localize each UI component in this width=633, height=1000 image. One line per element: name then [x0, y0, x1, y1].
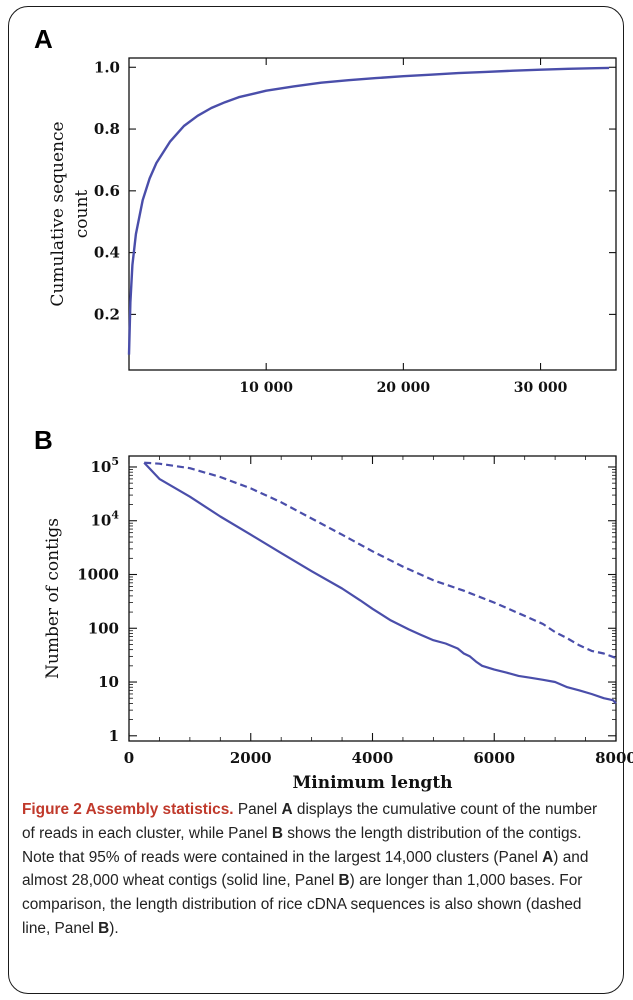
y-tick-label: 0.4	[94, 244, 120, 262]
y-axis-label: Number of contigs	[43, 518, 63, 679]
caption-text: Panel	[233, 801, 282, 818]
panel-b-label: B	[34, 425, 53, 455]
y-tick-label: 0.6	[94, 182, 120, 200]
x-tick-label: 20 000	[377, 380, 431, 396]
caption-body: Panel A displays the cumulative count of…	[22, 801, 597, 937]
caption-panel-ref: A	[281, 801, 293, 818]
y-axis-label: Cumulative sequence count	[48, 121, 92, 306]
y-tick-label: 0.8	[94, 120, 120, 138]
x-tick-label: 6000	[473, 749, 515, 767]
plot-frame	[128, 57, 617, 371]
caption-panel-ref: B	[271, 824, 283, 842]
y-tick-label-base: 100	[88, 619, 119, 637]
caption-text: shows the length distribution of the con…	[22, 824, 582, 866]
y-tick-label: 1000	[77, 566, 119, 584]
y-tick-label-exponent: 5	[111, 455, 119, 468]
series-line-dashed	[144, 461, 617, 660]
series-line-cumulative	[127, 66, 610, 355]
series-line-solid	[143, 461, 617, 705]
caption-panel-ref: A	[542, 848, 554, 866]
x-tick-label: 2000	[230, 749, 272, 767]
figure-caption: Figure 2 Assembly statistics. Panel A di…	[22, 798, 612, 941]
plot-frame	[128, 455, 617, 742]
x-tick-label: 30 000	[514, 380, 568, 396]
y-axis-label-line: count	[72, 190, 92, 239]
caption-text: ) and almost 28,000 wheat contigs (solid…	[22, 848, 589, 890]
y-tick-label-base: 1000	[77, 566, 119, 584]
y-tick-label-exponent: 4	[111, 509, 119, 522]
caption-text: displays the cumulative count of the num…	[22, 801, 598, 842]
y-tick-label: 105	[90, 455, 119, 476]
figure-frame	[8, 6, 624, 994]
caption-text: ).	[109, 919, 119, 937]
y-tick-label: 10	[98, 673, 119, 691]
y-tick-label: 0.2	[94, 305, 120, 323]
y-axis-label-line: Cumulative sequence	[48, 121, 68, 306]
y-tick-label-base: 10	[98, 673, 119, 691]
y-tick-label: 104	[90, 509, 119, 530]
x-axis-label: Minimum length	[292, 773, 452, 793]
caption-title: Figure 2 Assembly statistics.	[22, 801, 234, 818]
y-tick-label: 100	[88, 619, 119, 637]
caption-panel-ref: B	[338, 872, 350, 890]
panel-a-label: A	[34, 24, 53, 54]
caption-text: ) are longer than 1,000 bases. For compa…	[22, 872, 583, 937]
caption-panel-ref: B	[98, 919, 110, 937]
y-tick-label: 1	[109, 727, 119, 745]
x-tick-label: 8000	[595, 749, 633, 767]
y-tick-label-base: 1	[109, 727, 119, 745]
x-tick-label: 0	[124, 749, 134, 767]
y-tick-label-base: 10	[90, 458, 111, 476]
y-tick-label: 1.0	[94, 58, 120, 76]
x-tick-label: 4000	[352, 749, 394, 767]
y-tick-label-base: 10	[90, 512, 111, 530]
x-tick-label: 10 000	[239, 380, 293, 396]
